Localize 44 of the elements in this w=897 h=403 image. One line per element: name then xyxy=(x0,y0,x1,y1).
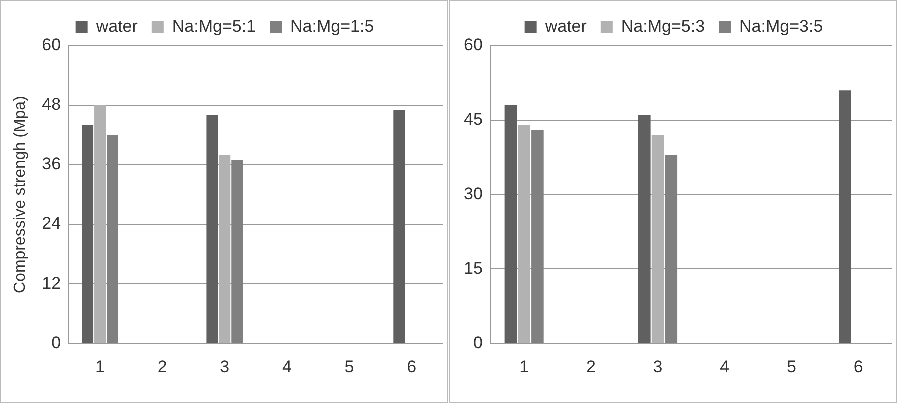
y-tick-label: 45 xyxy=(464,110,483,130)
bar xyxy=(532,130,544,344)
x-tick-label: 6 xyxy=(407,357,417,376)
bar xyxy=(504,106,518,344)
legend-label: Na:Mg=1:5 xyxy=(290,17,374,36)
legend-label: Na:Mg=3:5 xyxy=(740,17,824,36)
y-tick-label: 12 xyxy=(42,274,62,293)
bar xyxy=(232,160,244,344)
y-tick-label: 60 xyxy=(42,36,62,55)
bar xyxy=(394,110,406,344)
x-tick-label: 1 xyxy=(520,357,530,376)
bar xyxy=(518,125,530,344)
bar xyxy=(219,155,231,344)
x-tick-label: 5 xyxy=(344,357,354,376)
x-tick-label: 4 xyxy=(720,357,730,376)
y-tick-label: 0 xyxy=(473,333,483,352)
y-tick-label: 24 xyxy=(42,214,62,234)
y-axis-title: Compressive strengh (Mpa) xyxy=(12,96,30,294)
bar xyxy=(106,135,118,344)
bar xyxy=(82,125,94,344)
x-tick-label: 2 xyxy=(586,357,596,376)
y-tick-label: 36 xyxy=(42,154,62,174)
x-tick-label: 5 xyxy=(786,357,796,376)
y-tick-label: 15 xyxy=(464,258,483,278)
bar xyxy=(652,135,664,344)
legend-label: water xyxy=(95,17,138,36)
legend-label: Na:Mg=5:1 xyxy=(172,17,256,36)
y-tick-label: 30 xyxy=(464,184,483,204)
y-tick-label: 48 xyxy=(42,95,62,114)
x-tick-label: 2 xyxy=(158,357,168,376)
bar xyxy=(94,106,106,344)
bar xyxy=(665,155,678,344)
x-tick-label: 3 xyxy=(653,357,663,376)
legend-label: water xyxy=(544,17,588,36)
y-tick-label: 60 xyxy=(464,36,483,55)
bar xyxy=(206,115,218,344)
x-tick-label: 6 xyxy=(854,357,864,376)
x-tick-label: 1 xyxy=(96,357,105,376)
legend-label: Na:Mg=5:3 xyxy=(621,17,706,36)
x-tick-label: 4 xyxy=(282,357,292,376)
bar xyxy=(638,115,651,344)
y-tick-label: 0 xyxy=(52,333,62,352)
bar xyxy=(839,90,852,344)
x-tick-label: 3 xyxy=(220,357,230,376)
